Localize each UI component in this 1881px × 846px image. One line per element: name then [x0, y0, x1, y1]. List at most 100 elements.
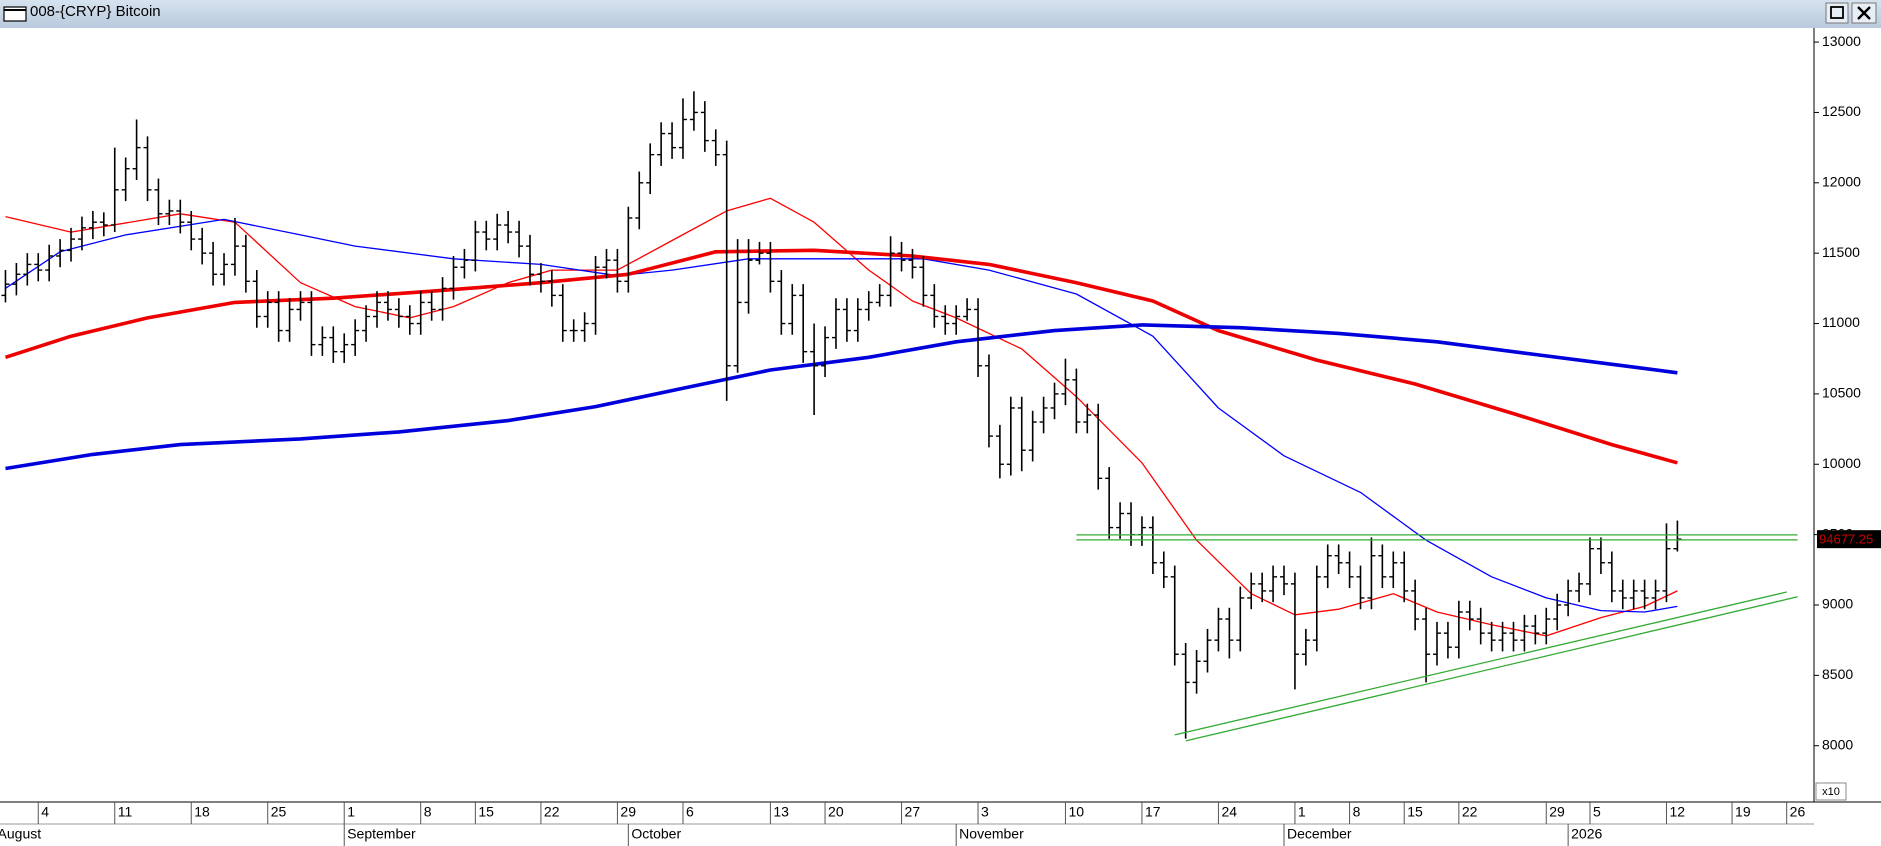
ohlc-bar [1465, 600, 1474, 631]
ohlc-bar [1443, 621, 1452, 659]
ohlc-bar [383, 291, 392, 321]
ohlc-bar [1192, 650, 1201, 694]
ohlc-bar [1105, 467, 1114, 539]
ohlc-bar [296, 291, 305, 321]
ohlc-bar [427, 291, 436, 321]
ohlc-bar [1247, 572, 1256, 610]
ohlc-bar [919, 255, 928, 307]
month-label: 2026 [1571, 826, 1602, 842]
ohlc-bar [1323, 544, 1332, 589]
ohlc-bar [1203, 628, 1212, 673]
ohlc-bar [1596, 537, 1605, 575]
ohlc-bar [810, 323, 819, 415]
ohlc-bar [274, 291, 283, 342]
x-tick-label: 29 [620, 804, 636, 820]
x-tick-label: 22 [544, 804, 560, 820]
ohlc-bar [438, 277, 447, 321]
y-tick-label: 11500 [1822, 244, 1860, 260]
ohlc-bar [1378, 544, 1387, 589]
ohlc-bar [963, 298, 972, 321]
ohlc-bar [471, 220, 480, 272]
ohlc-bar [1116, 502, 1125, 539]
x-tick-label: 29 [1549, 804, 1565, 820]
ohlc-bar [1640, 579, 1649, 610]
ohlc-bar [1236, 586, 1245, 652]
ohlc-bar [1542, 607, 1551, 645]
ohlc-bar [766, 241, 775, 293]
multiplier-box [1815, 782, 1847, 801]
maximize-button[interactable] [1825, 2, 1849, 24]
x-tick-label: 11 [118, 804, 133, 820]
ohlc-bar [799, 284, 808, 363]
ohlc-bar [1498, 621, 1507, 652]
y-tick-label: 8000 [1822, 736, 1853, 752]
ohlc-bar [329, 326, 338, 363]
y-tick-label: 11000 [1822, 314, 1860, 330]
ohlc-bar [1356, 565, 1365, 610]
ohlc-bar [1432, 621, 1441, 666]
ohlc-bar [733, 239, 742, 373]
ohlc-bar [842, 298, 851, 342]
y-tick-label: 10000 [1822, 455, 1861, 471]
ohlc-bar [351, 319, 360, 356]
ohlc-bar [340, 333, 349, 363]
window-title: 008-{CRYP} Bitcoin [30, 3, 161, 20]
x-tick-label: 26 [1790, 804, 1806, 820]
x-tick-label: 13 [773, 804, 789, 820]
y-tick-label: 12500 [1822, 103, 1861, 119]
ohlc-bar [1170, 565, 1179, 666]
ohlc-bar [1181, 642, 1190, 739]
x-tick-label: 10 [1068, 804, 1084, 820]
ohlc-bar [88, 210, 97, 240]
ohlc-bar [154, 178, 163, 226]
ohlc-bar [482, 220, 491, 251]
ohlc-bar [930, 284, 939, 328]
ohlc-bar [821, 326, 830, 378]
ohlc-bar [547, 270, 556, 307]
ohlc-bar [285, 298, 294, 342]
ohlc-bar [1, 270, 10, 303]
ohlc-bar [864, 291, 873, 321]
ohlc-bar [1280, 565, 1289, 596]
ohlc-bar [99, 212, 108, 237]
ohlc-bar [711, 129, 720, 166]
ohlc-bar [984, 354, 993, 448]
month-label: August [0, 826, 41, 842]
ohlc-bar [1476, 607, 1485, 645]
ohlc-bar [875, 284, 884, 307]
ohlc-bar [1072, 368, 1081, 434]
ohlc-bar [220, 253, 229, 286]
month-label: September [347, 826, 416, 842]
last-price-box [1817, 530, 1881, 549]
ohlc-bar [1094, 403, 1103, 490]
ohlc-bar [1662, 523, 1671, 603]
ohlc-bar [1520, 614, 1529, 652]
title-bar [0, 0, 1881, 28]
ohlc-bar [77, 216, 86, 251]
ohlc-bar [1017, 396, 1026, 472]
ohlc-bar [952, 305, 961, 335]
ohlc-bar [12, 263, 21, 296]
y-tick-label: 13000 [1822, 33, 1861, 49]
ohlc-bar [1487, 621, 1496, 652]
ohlc-bar [1258, 572, 1267, 603]
ohlc-bar [1618, 579, 1627, 610]
moving-average-long [4, 248, 1678, 465]
ohlc-bar [1028, 410, 1037, 462]
ohlc-bar [722, 140, 731, 401]
ohlc-bar [744, 239, 753, 314]
month-label: October [631, 826, 681, 842]
ohlc-bar [613, 248, 622, 293]
ohlc-bar [263, 291, 272, 328]
ohlc-bar [209, 241, 218, 286]
ohlc-bar [1651, 579, 1660, 610]
ohlc-bar [1531, 614, 1540, 645]
ohlc-bar [362, 305, 371, 342]
ohlc-bar [110, 147, 119, 233]
close-button[interactable] [1851, 2, 1877, 24]
ohlc-bar [121, 157, 130, 202]
ohlc-bar [580, 312, 589, 342]
ohlc-bar [394, 298, 403, 328]
